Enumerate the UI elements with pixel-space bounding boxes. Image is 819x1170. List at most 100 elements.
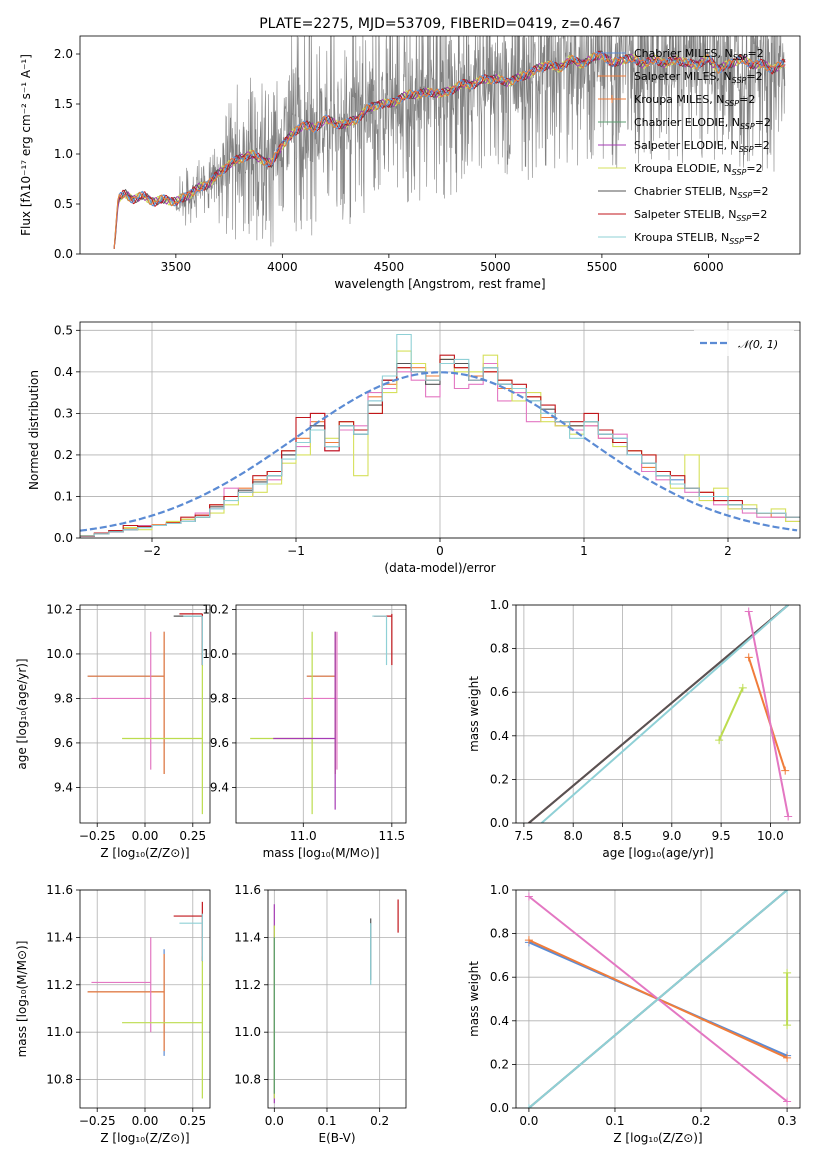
legend-label-suffix: =2 <box>744 231 760 244</box>
y-tick-label: 0.0 <box>490 1101 509 1115</box>
x-tick-label: 0.00 <box>132 829 159 843</box>
legend-label-sub: SSP <box>740 122 755 131</box>
legend-label-sub: SSP <box>738 191 753 200</box>
normal-curve <box>80 371 798 532</box>
x-tick-label: 4500 <box>374 260 405 274</box>
weight-marker <box>781 766 790 775</box>
axes-frame <box>267 889 407 1109</box>
y-axis-label: mass weight <box>467 676 481 752</box>
axes-frame <box>79 889 211 1109</box>
x-tick-label: 9.0 <box>662 829 681 843</box>
y-tick-label: 9.4 <box>210 780 229 794</box>
legend-label-sub: SSP <box>729 237 744 246</box>
y-tick-label: 9.8 <box>210 691 229 705</box>
legend-label-suffix: =2 <box>751 208 767 221</box>
x-tick-label: −1 <box>287 544 305 558</box>
y-axis-label: age [log₁₀(age/yr)] <box>15 658 29 769</box>
x-axis-label: (data-model)/error <box>384 561 495 575</box>
legend-label-text: Chabrier ELODIE, N <box>634 116 740 129</box>
x-tick-label: 11.0 <box>290 829 317 843</box>
x-tick-label: 9.5 <box>712 829 731 843</box>
legend-label-sub: SSP <box>736 214 751 223</box>
axes-frame <box>515 604 801 824</box>
y-tick-label: 0.4 <box>490 729 509 743</box>
y-tick-label: 0.2 <box>490 1057 509 1071</box>
legend-label-text: Salpeter ELODIE, N <box>634 139 739 152</box>
y-tick-label: 10.8 <box>234 1073 261 1087</box>
legend-label: Chabrier MILES, NSSP=2 <box>634 47 764 62</box>
x-tick-label: 10.0 <box>757 829 784 843</box>
weight-line-4 <box>528 890 788 1108</box>
y-tick-label: 9.6 <box>54 736 73 750</box>
y-tick-label: 0.8 <box>490 927 509 941</box>
x-tick-label: 8.0 <box>564 829 583 843</box>
plot-area <box>87 901 203 1099</box>
y-tick-label: 0.2 <box>490 772 509 786</box>
y-tick-label: 0.1 <box>54 489 73 503</box>
y-tick-label: 9.6 <box>210 736 229 750</box>
axes-frame <box>515 889 801 1109</box>
x-tick-label: 0 <box>436 544 444 558</box>
y-tick-label: 1.5 <box>54 97 73 111</box>
legend-label-text: Chabrier STELIB, N <box>634 185 738 198</box>
y-tick-label: 0.0 <box>490 816 509 830</box>
y-tick-label: 0.3 <box>54 406 73 420</box>
weight-line-5 <box>747 611 790 817</box>
x-tick-label: 1 <box>580 544 588 558</box>
axes-frame <box>235 604 407 824</box>
y-tick-label: 9.8 <box>54 691 73 705</box>
chart-spectrum: 3500 4000 4500 5000 5500 6000 0.0 0.5 1.0 1.5 2.0 w… <box>19 16 801 291</box>
x-tick-label: −0.25 <box>79 1114 116 1128</box>
chart-weight_vs_age: 7.5 8.0 8.5 9.0 9.5 10.0 0.0 0.2 0.4 0.6 0.8 1.0 age… <box>467 598 801 860</box>
legend-label-suffix: =2 <box>754 139 770 152</box>
y-tick-label: 0.6 <box>490 970 509 984</box>
weight-marker <box>524 892 533 901</box>
weight-marker <box>744 653 753 662</box>
x-tick-label: 0.0 <box>265 1114 284 1128</box>
x-tick-label: 0.00 <box>132 1114 159 1128</box>
weight-marker <box>783 890 792 894</box>
x-tick-label: 5500 <box>587 260 618 274</box>
x-tick-label: 6000 <box>693 260 724 274</box>
y-tick-label: 10.2 <box>46 602 73 616</box>
x-tick-label: 8.5 <box>613 829 632 843</box>
legend-label: Kroupa STELIB, NSSP=2 <box>634 231 760 246</box>
legend-label-suffix: =2 <box>752 185 768 198</box>
weight-line-1 <box>528 605 789 823</box>
y-tick-label: 9.4 <box>54 780 73 794</box>
x-tick-label: 7.5 <box>514 829 533 843</box>
x-tick-label: 11.5 <box>378 829 405 843</box>
x-tick-label: 3500 <box>161 260 192 274</box>
chart-weight_vs_z: 0.0 0.1 0.2 0.3 0.0 0.2 0.4 0.6 0.8 1.0 Z [log₁₀(Z… <box>467 883 801 1145</box>
y-tick-label: 0.6 <box>490 685 509 699</box>
legend-label-text: Kroupa STELIB, N <box>634 231 729 244</box>
x-axis-label: E(B-V) <box>318 1131 355 1145</box>
plot-area <box>250 613 393 815</box>
weight-marker <box>783 1097 792 1106</box>
plot-area <box>273 899 399 1104</box>
y-tick-label: 11.2 <box>46 978 73 992</box>
model-line-chabrier-miles <box>113 51 786 250</box>
x-axis-label: Z [log₁₀(Z/Z⊙)] <box>613 1131 702 1145</box>
legend-label-sub: SSP <box>739 145 754 154</box>
x-tick-label: 0.2 <box>370 1114 389 1128</box>
legend-label-sub: SSP <box>732 76 747 85</box>
weight-line-4 <box>747 656 787 772</box>
y-tick-label: 11.6 <box>234 883 261 897</box>
legend-label: Chabrier ELODIE, NSSP=2 <box>634 116 771 131</box>
legend-label-suffix: =2 <box>746 162 762 175</box>
weight-marker <box>744 607 753 616</box>
legend-label-suffix: =2 <box>739 93 755 106</box>
y-tick-label: 10.8 <box>46 1073 73 1087</box>
y-tick-label: 1.0 <box>490 598 509 612</box>
weight-marker <box>783 1021 792 1030</box>
weight-marker <box>715 736 724 745</box>
y-tick-label: 2.0 <box>54 47 73 61</box>
x-tick-label: 0.0 <box>519 1114 538 1128</box>
legend-label-text: Salpeter MILES, N <box>634 70 732 83</box>
weight-marker <box>784 812 793 821</box>
legend-label: Chabrier STELIB, NSSP=2 <box>634 185 768 200</box>
legend-label-suffix: =2 <box>755 116 771 129</box>
